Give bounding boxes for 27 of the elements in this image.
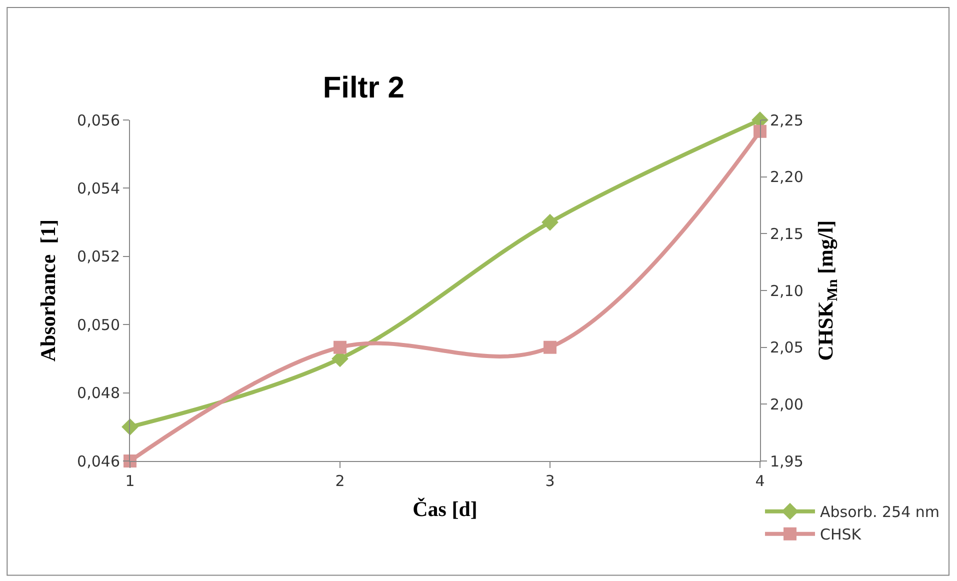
y-axis-title: Absorbance [1]	[36, 219, 60, 362]
legend-label: Absorb. 254 nm	[820, 503, 940, 522]
point	[754, 124, 766, 138]
y-tick-label: 0,056	[77, 111, 120, 130]
legend-label: CHSK	[820, 526, 862, 544]
y2-tick-label: 2,10	[770, 282, 804, 300]
y2-tick-label: 2,25	[770, 111, 804, 130]
point	[122, 418, 138, 436]
y2-tick-label: 2,15	[770, 224, 804, 243]
y-tick-label: 0,048	[77, 384, 120, 402]
x-tick-label: 4	[755, 472, 765, 490]
y-tick-label: 0,052	[77, 248, 120, 266]
y2-tick-label: 2,00	[770, 395, 804, 414]
x-tick-label: 3	[545, 472, 555, 490]
y2-tick-label: 2,05	[770, 338, 804, 357]
chart-title: Filtr 2	[322, 72, 405, 105]
x-tick-label: 2	[335, 472, 345, 490]
point	[542, 214, 558, 231]
point	[544, 340, 556, 354]
x-tick-label: 1	[125, 472, 135, 490]
y2-tick-label: 2,20	[770, 168, 804, 186]
y-tick-label: 0,046	[77, 452, 120, 470]
y-tick-label: 0,050	[77, 316, 120, 334]
x-axis-title: Čas [d]	[412, 497, 478, 522]
y-tick-label: 0,054	[77, 179, 120, 198]
point	[334, 340, 346, 354]
y2-tick-label: 1,95	[770, 452, 804, 470]
